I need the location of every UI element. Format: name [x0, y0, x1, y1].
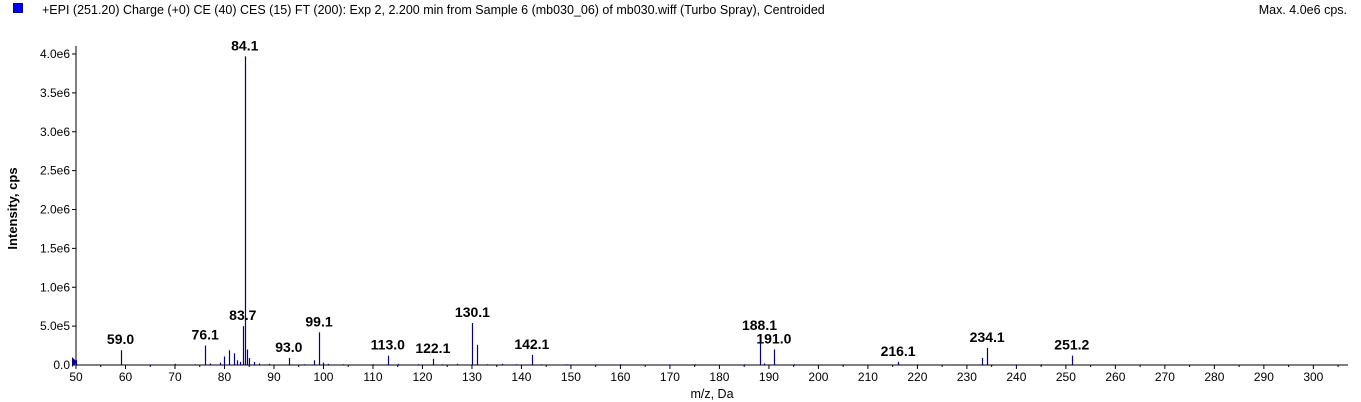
x-tick-label: 250 [1056, 370, 1076, 384]
x-tick-label: 240 [1006, 370, 1026, 384]
x-tick-label: 190 [759, 370, 779, 384]
peak-label: 130.1 [455, 304, 490, 320]
y-tick-label: 3.5e6 [40, 86, 70, 100]
x-tick-label: 110 [363, 370, 382, 384]
y-tick-label: 5.0e5 [40, 319, 70, 333]
peak-label: 251.2 [1054, 337, 1089, 353]
x-tick-label: 170 [660, 370, 680, 384]
peak-label: 59.0 [107, 331, 134, 347]
x-tick-label: 220 [907, 370, 927, 384]
peak-label: 113.0 [371, 337, 405, 353]
x-tick-label: 150 [561, 370, 581, 384]
y-tick-label: 2.0e6 [40, 203, 70, 217]
x-tick-label: 290 [1254, 370, 1274, 384]
peak-label: 84.1 [231, 37, 258, 53]
x-tick-label: 80 [218, 370, 232, 384]
peak-label: 122.1 [415, 340, 450, 356]
x-tick-label: 160 [610, 370, 630, 384]
peak-label: 188.1 [742, 317, 777, 333]
x-tick-label: 200 [808, 370, 828, 384]
y-tick-label: 4.0e6 [40, 47, 70, 61]
peak-label: 234.1 [970, 329, 1005, 345]
y-tick-label: 1.0e6 [40, 280, 70, 294]
legend-swatch[interactable] [13, 3, 23, 13]
x-tick-label: 60 [119, 370, 133, 384]
x-tick-label: 230 [957, 370, 977, 384]
axis-titles: m/z, Da Intensity, cps [5, 167, 734, 401]
x-tick-label: 120 [412, 370, 432, 384]
x-tick-label: 130 [462, 370, 482, 384]
peak-label: 93.0 [275, 339, 302, 355]
x-tick-label: 100 [313, 370, 333, 384]
x-tick-label: 210 [858, 370, 878, 384]
x-tick-label: 270 [1155, 370, 1175, 384]
x-axis-title: m/z, Da [690, 387, 733, 401]
chart-title: +EPI (251.20) Charge (+0) CE (40) CES (1… [42, 3, 825, 17]
max-intensity-label: Max. 4.0e6 cps. [1258, 3, 1347, 17]
y-tick-label: 0.0 [53, 358, 70, 372]
y-tick-label: 3.0e6 [40, 125, 70, 139]
y-tick-label: 1.5e6 [40, 241, 70, 255]
plot-area [75, 46, 1348, 366]
spectrum-peaks [75, 56, 1074, 365]
x-tick-label: 70 [168, 370, 182, 384]
y-axis: 0.0 5.0e5 1.0e6 1.5e6 2.0e6 2.5e6 3.0e6 3.5e6 4.… [40, 47, 76, 372]
peak-label: 83.7 [229, 307, 256, 323]
x-tick-label: 300 [1303, 370, 1323, 384]
x-tick-label: 50 [69, 370, 83, 384]
x-tick-label: 260 [1105, 370, 1125, 384]
peak-label: 216.1 [881, 343, 916, 359]
peak-label: 191.0 [756, 330, 791, 346]
y-tick-label: 2.5e6 [40, 164, 70, 178]
x-axis-origin-marker[interactable] [72, 357, 77, 367]
peak-label: 76.1 [192, 327, 219, 343]
x-tick-label: 90 [267, 370, 281, 384]
x-tick-label: 180 [709, 370, 729, 384]
x-axis: 50 60 70 80 90 100 110 120 130 140 150 160 170 180 190… [69, 365, 1339, 384]
peak-annotations: 59.0 76.1 83.7 84.1 93.099.1 113.0 122.1 130.1 1… [107, 37, 1090, 359]
peak-label: 99.1 [305, 313, 332, 329]
chart-header: +EPI (251.20) Charge (+0) CE (40) CES (1… [0, 0, 1361, 22]
x-tick-label: 140 [511, 370, 531, 384]
x-tick-label: 280 [1204, 370, 1224, 384]
y-axis-title: Intensity, cps [5, 167, 20, 249]
peak-label: 142.1 [514, 336, 549, 352]
